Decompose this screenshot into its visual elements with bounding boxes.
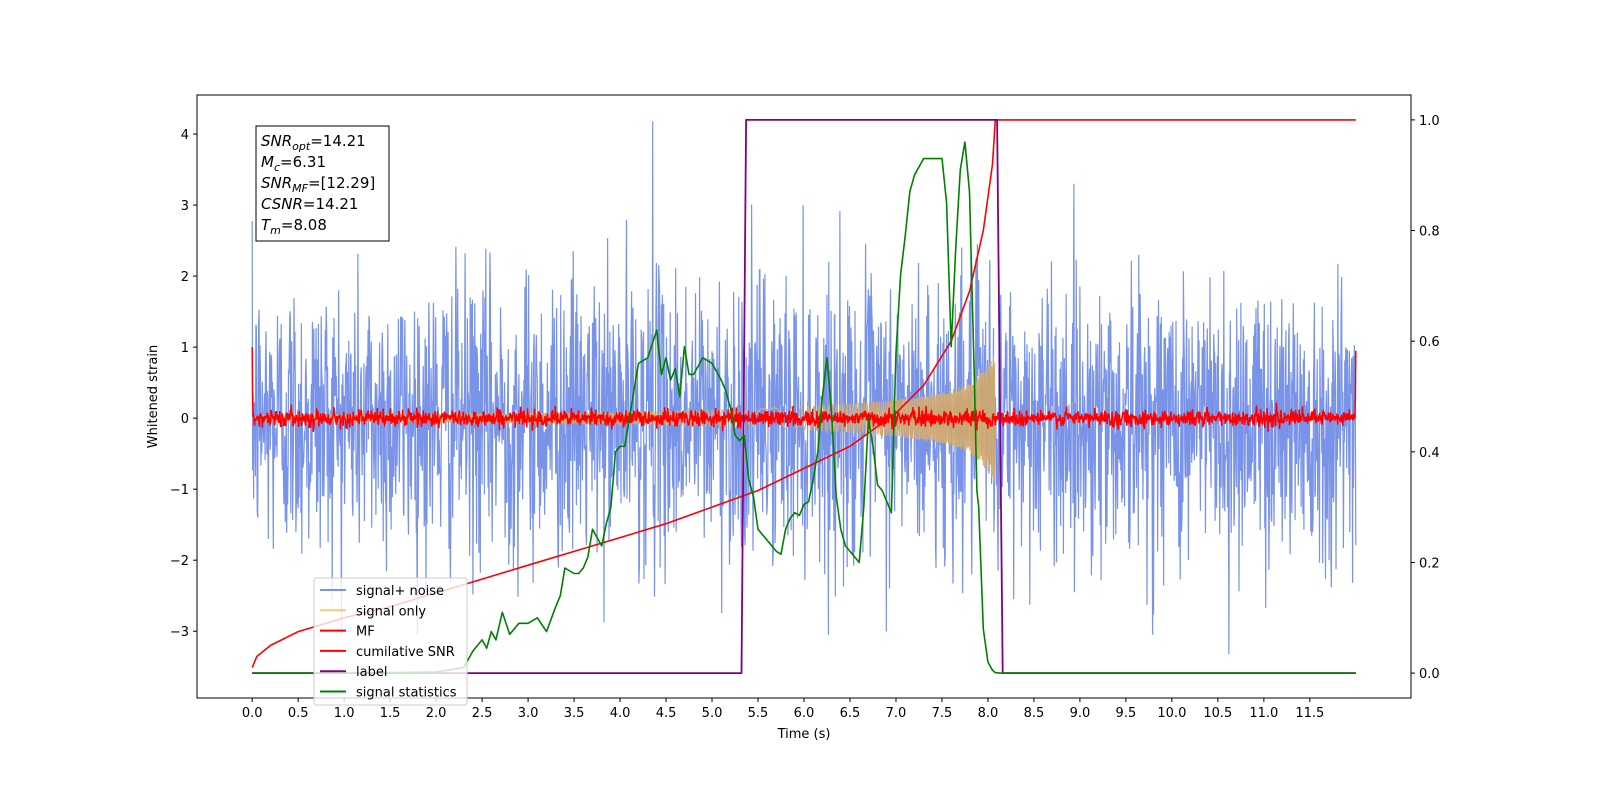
y-axis-label: Whitened strain bbox=[146, 345, 161, 448]
x-tick-label: 8.5 bbox=[1024, 706, 1045, 721]
legend-frame bbox=[313, 577, 468, 706]
series-signal-noise bbox=[251, 121, 1357, 655]
y-tick-label: −1 bbox=[170, 483, 189, 498]
y-tick-label: 4 bbox=[181, 128, 189, 143]
x-tick-label: 2.5 bbox=[472, 706, 493, 721]
y2-tick-label: 0.4 bbox=[1419, 446, 1440, 461]
x-tick-label: 8.0 bbox=[978, 706, 999, 721]
legend-entry-label: signal only bbox=[356, 604, 426, 619]
x-tick-label: 11.0 bbox=[1249, 706, 1278, 721]
x-tick-label: 3.0 bbox=[518, 706, 539, 721]
x-tick-label: 6.0 bbox=[794, 706, 815, 721]
y2-tick-label: 0.8 bbox=[1419, 225, 1440, 240]
x-tick-label: 11.5 bbox=[1295, 706, 1324, 721]
x-tick-label: 6.5 bbox=[840, 706, 861, 721]
x-tick-label: 5.0 bbox=[702, 706, 723, 721]
legend-entry-label: MF bbox=[356, 625, 375, 640]
x-tick-label: 3.5 bbox=[564, 706, 585, 721]
x-tick-label: 9.0 bbox=[1070, 706, 1091, 721]
info-box: SNRopt=14.21Mc=6.31SNRMF=[12.29]CSNR=14.… bbox=[255, 125, 390, 242]
x-tick-label: 4.0 bbox=[610, 706, 631, 721]
legend-entry-label: signal+ noise bbox=[356, 584, 444, 599]
x-tick-label: 7.5 bbox=[932, 706, 953, 721]
x-tick-label: 7.0 bbox=[886, 706, 907, 721]
x-tick-label: 5.5 bbox=[748, 706, 769, 721]
legend-entry-label: cumilative SNR bbox=[356, 645, 455, 660]
info-box-frame bbox=[255, 125, 390, 242]
x-tick-label: 1.5 bbox=[380, 706, 401, 721]
x-tick-label: 10.5 bbox=[1203, 706, 1232, 721]
info-box-line: CSNR=14.21 bbox=[261, 195, 358, 213]
y2-tick-label: 0.0 bbox=[1419, 667, 1440, 682]
x-tick-label: 10.0 bbox=[1157, 706, 1186, 721]
y-tick-label: −3 bbox=[170, 625, 189, 640]
info-box-line: SNRMF=[12.29] bbox=[261, 174, 375, 195]
x-tick-label: 2.0 bbox=[426, 706, 447, 721]
series-mf bbox=[251, 347, 1357, 432]
info-box-line: Tm=8.08 bbox=[261, 216, 327, 237]
y-tick-label: 0 bbox=[181, 412, 189, 427]
series-signal-statistics bbox=[252, 141, 1356, 674]
y-tick-label: 2 bbox=[181, 270, 189, 285]
info-box-line: SNRopt=14.21 bbox=[261, 132, 366, 153]
y-tick-label: −2 bbox=[170, 554, 189, 569]
x-tick-label: 0.5 bbox=[288, 706, 309, 721]
x-tick-label: 4.5 bbox=[656, 706, 677, 721]
y2-tick-label: 0.2 bbox=[1419, 556, 1440, 571]
y2-tick-label: 1.0 bbox=[1419, 114, 1440, 129]
y2-tick-label: 0.6 bbox=[1419, 335, 1440, 350]
legend-entry-label: signal statistics bbox=[356, 686, 457, 701]
legend: signal+ noise signal only MF cumilative SNR… bbox=[313, 577, 468, 706]
legend-entry-label: label bbox=[356, 665, 387, 680]
x-tick-label: 1.0 bbox=[334, 706, 355, 721]
x-tick-label: 0.0 bbox=[242, 706, 263, 721]
axis-ticks: 0.0 0.5 1.0 1.5 2.0 2.5 3.0 3.5 4.0 4.5 5.0 5.5 6.0 6… bbox=[170, 114, 1440, 721]
x-tick-label: 9.5 bbox=[1116, 706, 1137, 721]
info-box-line: Mc=6.31 bbox=[261, 153, 326, 174]
y-tick-label: 1 bbox=[181, 341, 189, 356]
x-axis-label: Time (s) bbox=[777, 727, 831, 742]
y-tick-label: 3 bbox=[181, 199, 189, 214]
